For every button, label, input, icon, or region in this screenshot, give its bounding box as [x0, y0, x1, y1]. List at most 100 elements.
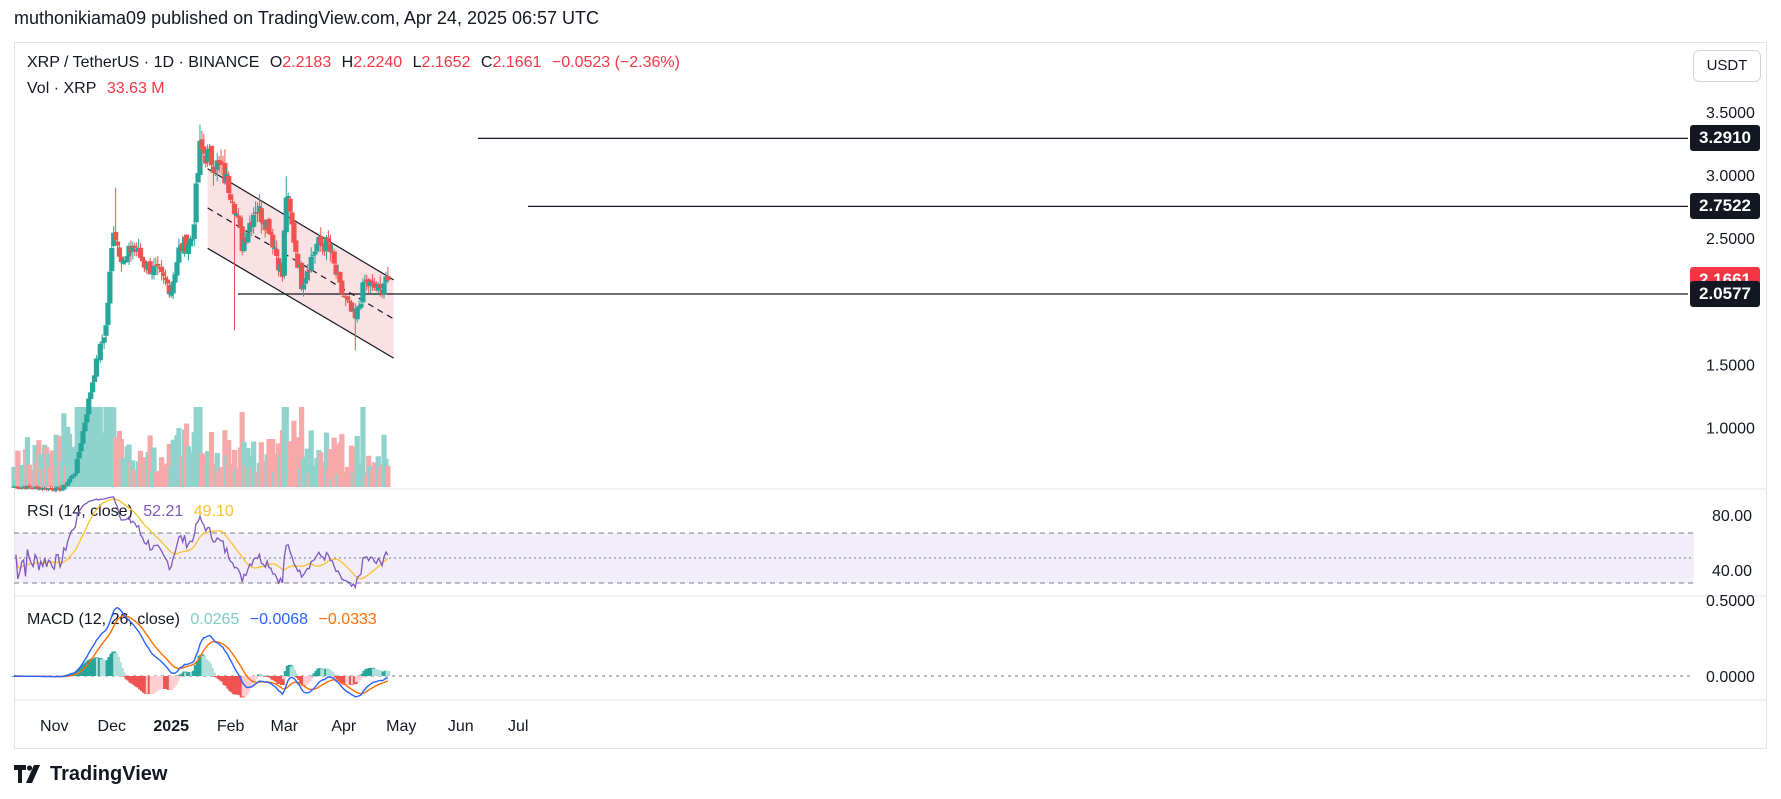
candle-body: [260, 219, 266, 225]
candle-body: [113, 231, 119, 241]
candle-body: [82, 422, 88, 432]
ohlc-low: L2.1652: [412, 54, 471, 71]
candle-body: [312, 251, 318, 255]
candle-body: [368, 281, 374, 286]
candle-body: [120, 260, 126, 264]
horizontal-levels: [238, 137, 1688, 295]
candle-body: [15, 486, 21, 489]
candle-body: [139, 256, 146, 262]
ohlc-open: O2.2183: [269, 54, 332, 71]
candle-body: [93, 358, 100, 377]
price-tick-label: 1.5000: [1706, 357, 1755, 374]
candle-body: [74, 458, 80, 473]
channel-lower-line: [207, 247, 394, 359]
candle-body: [185, 244, 192, 255]
macd-histogram-bar: [280, 676, 285, 686]
candle-body: [183, 234, 190, 253]
grid: [14, 488, 1767, 701]
candle-body: [124, 256, 130, 262]
candle-body: [17, 488, 23, 490]
candle-body: [189, 239, 195, 241]
candle-body: [137, 247, 144, 259]
candle-body: [214, 160, 220, 171]
candle-body: [28, 487, 34, 489]
candle-body: [191, 224, 197, 240]
tradingview-logo[interactable]: TradingView: [14, 760, 167, 788]
volume-bar: [205, 451, 211, 487]
candle-body: [318, 235, 324, 244]
candle-body: [201, 146, 207, 154]
candle-body: [130, 245, 136, 252]
candle-body: [147, 261, 153, 275]
price-tag: 2.7522: [1690, 193, 1760, 220]
volume-bar: [354, 435, 360, 487]
volume-bar: [308, 430, 314, 487]
volume-bar: [97, 407, 103, 487]
candle-body: [251, 215, 257, 227]
price-chart[interactable]: 3.5000 3.0000 2.5000 1.5000 1.0000 80.00 40.00…: [0, 0, 1781, 760]
rsi-ma-line: [15, 498, 389, 580]
volume-legend[interactable]: Vol · XRP 33.63 M: [27, 80, 171, 98]
candle-body: [151, 266, 157, 276]
candle-body: [118, 256, 124, 263]
candle-body: [76, 451, 82, 459]
tradingview-logo-icon: [14, 765, 40, 783]
candle-body: [310, 255, 316, 257]
rsi-legend[interactable]: RSI (14, close) 52.21 49.10: [27, 503, 240, 521]
candle-body: [101, 337, 107, 343]
candle-body: [241, 239, 247, 252]
ohlc-high: H2.2240: [341, 54, 403, 71]
candle-body: [80, 430, 86, 444]
candle-body: [302, 278, 309, 284]
candle-body: [247, 223, 253, 232]
currency-button[interactable]: USDT: [1693, 50, 1761, 82]
publisher-line: muthonikiama09 published on TradingView.…: [14, 8, 600, 28]
macd-line: [14, 606, 389, 698]
candle-body: [314, 243, 320, 252]
volume-bar: [24, 437, 31, 487]
volume-bar: [147, 435, 153, 487]
symbol-legend[interactable]: XRP / TetherUS · 1D · BINANCE O2.2183 H2…: [27, 54, 686, 72]
candle-body: [358, 304, 364, 308]
candle-body: [78, 443, 84, 452]
candle-body: [174, 262, 180, 276]
candle-body: [327, 243, 333, 252]
candle-body: [70, 475, 77, 477]
candle-body: [226, 176, 232, 193]
candle-body: [218, 160, 224, 166]
time-tick-label: Dec: [98, 718, 126, 735]
volume-bar: [266, 439, 272, 487]
candle-body: [235, 215, 241, 218]
macd-tick-label: 0.0000: [1706, 669, 1755, 686]
candle-body: [97, 343, 103, 361]
macd-histogram-bar: [258, 674, 264, 676]
volume-bar: [258, 442, 264, 487]
candle-body: [107, 271, 113, 304]
candle-body: [371, 282, 378, 288]
candle-body: [222, 162, 228, 184]
macd-histogram-bar: [308, 676, 314, 679]
macd-histogram-bar: [120, 672, 126, 676]
volume-label: Vol · XRP: [27, 80, 97, 97]
candle-body: [295, 253, 301, 268]
candle-body: [141, 260, 147, 268]
volume-bar: [283, 407, 289, 487]
macd-line-value: −0.0068: [249, 611, 309, 628]
rsi-ma-value: 49.10: [193, 503, 234, 520]
macd-histogram-bar: [253, 676, 258, 679]
candle-body: [168, 291, 174, 296]
candle-body: [210, 166, 216, 173]
candle-body: [91, 375, 98, 382]
macd-legend[interactable]: MACD (12, 26, close) 0.0265 −0.0068 −0.0…: [27, 611, 383, 629]
symbol-title[interactable]: XRP / TetherUS · 1D · BINANCE: [27, 54, 260, 71]
candle-body: [245, 232, 251, 243]
time-tick-label: Apr: [331, 718, 357, 735]
candle-body: [293, 240, 299, 252]
candle-body: [86, 398, 92, 415]
candle-body: [155, 264, 161, 266]
macd-histogram-bar: [281, 676, 287, 680]
axes: 3.5000 3.0000 2.5000 1.5000 1.0000 80.00 40.00…: [40, 105, 1755, 735]
volume-bar: [371, 462, 378, 487]
candle-body: [274, 249, 280, 256]
time-tick-label: 2025: [153, 718, 189, 735]
